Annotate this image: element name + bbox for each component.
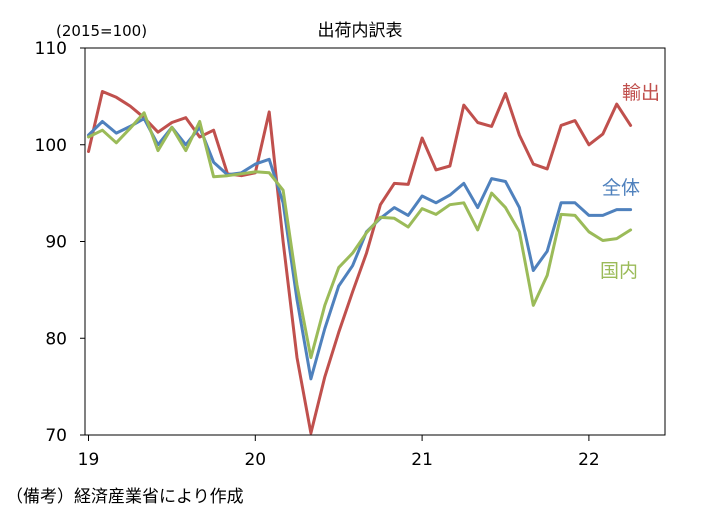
series-line <box>87 111 633 360</box>
plot-area-frame <box>84 47 666 436</box>
y-tick-label: 110 <box>35 39 67 59</box>
chart-title: 出荷内訳表 <box>318 21 403 41</box>
x-tick-label: 22 <box>578 450 600 470</box>
x-tick-label: 19 <box>78 450 100 470</box>
y-tick-label: 80 <box>45 329 67 349</box>
x-tick-label: 20 <box>244 450 266 470</box>
series-lines <box>87 90 633 435</box>
footnote: （備考）経済産業省により作成 <box>6 487 244 507</box>
x-axis: 19 20 21 22 <box>78 435 600 470</box>
base-note: (2015=100) <box>56 22 147 40</box>
series-label: 輸出 <box>622 82 660 104</box>
y-tick-label: 90 <box>45 233 67 253</box>
y-tick-label: 70 <box>45 426 67 446</box>
y-axis: 70 80 90 100 110 <box>35 39 85 446</box>
series-label: 国内 <box>600 260 638 282</box>
line-chart: 出荷内訳表 (2015=100) 70 80 90 100 110 19 20 21 22 輸… <box>35 21 666 470</box>
series-label: 全体 <box>602 177 640 199</box>
y-tick-label: 100 <box>35 136 67 156</box>
x-tick-label: 21 <box>411 450 433 470</box>
series-line <box>87 90 633 435</box>
